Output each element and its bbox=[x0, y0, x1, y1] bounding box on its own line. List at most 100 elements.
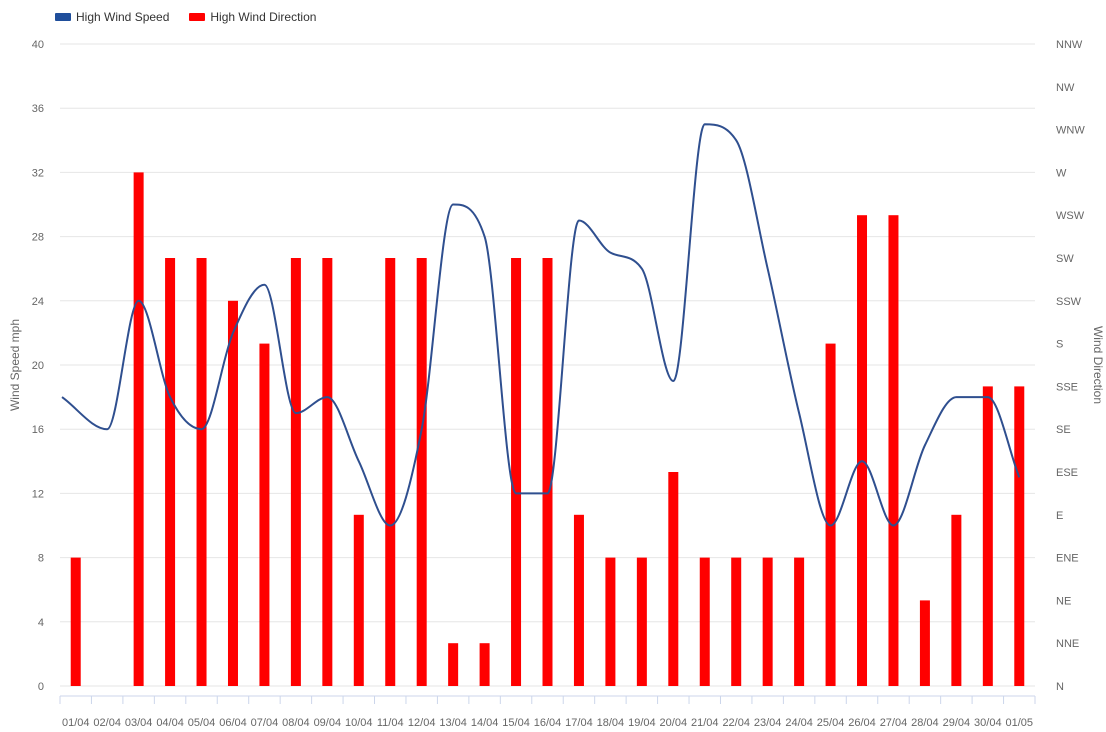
chart-legend: High Wind Speed High Wind Direction bbox=[55, 10, 316, 24]
legend-label-wind-direction: High Wind Direction bbox=[210, 10, 317, 24]
x-tick-label: 22/04 bbox=[722, 717, 750, 729]
right-tick-label: SSE bbox=[1056, 381, 1078, 393]
direction-bar bbox=[636, 557, 647, 686]
legend-item-wind-direction[interactable]: High Wind Direction bbox=[189, 10, 316, 24]
direction-bar bbox=[794, 557, 805, 686]
direction-bar bbox=[385, 258, 396, 686]
x-tick-label: 05/04 bbox=[188, 717, 216, 729]
left-tick-label: 40 bbox=[32, 39, 44, 51]
x-tick-label: 06/04 bbox=[219, 717, 247, 729]
right-tick-label: WNW bbox=[1056, 125, 1085, 137]
right-tick-label: ENE bbox=[1056, 553, 1079, 565]
legend-swatch-wind-direction bbox=[189, 13, 206, 21]
x-tick-label: 27/04 bbox=[880, 717, 908, 729]
direction-bar bbox=[542, 258, 553, 686]
left-tick-label: 32 bbox=[32, 167, 44, 179]
x-tick-label: 19/04 bbox=[628, 717, 656, 729]
x-tick-label: 11/04 bbox=[377, 717, 404, 729]
left-tick-label: 28 bbox=[32, 232, 44, 244]
right-tick-label: NW bbox=[1056, 82, 1075, 94]
left-tick-label: 36 bbox=[32, 103, 44, 115]
x-tick-label: 08/04 bbox=[282, 717, 310, 729]
right-tick-label: S bbox=[1056, 339, 1063, 351]
x-tick-label: 20/04 bbox=[660, 717, 688, 729]
speed-line bbox=[61, 123, 1021, 527]
direction-bar bbox=[133, 172, 144, 686]
x-tick-label: 10/04 bbox=[345, 717, 373, 729]
right-tick-label: NNE bbox=[1056, 638, 1079, 650]
x-tick-label: 25/04 bbox=[817, 717, 845, 729]
x-tick-label: 15/04 bbox=[502, 717, 530, 729]
legend-label-wind-speed: High Wind Speed bbox=[76, 10, 170, 24]
right-axis: N NNE NE ENE E ESE SE SSE S SSW SW WSW W WNW NW NNW bbox=[1056, 39, 1085, 693]
direction-bar bbox=[605, 557, 616, 686]
speed-line-path bbox=[61, 123, 1021, 527]
right-tick-label: SSW bbox=[1056, 296, 1082, 308]
right-tick-label: SW bbox=[1056, 253, 1074, 265]
left-tick-label: 0 bbox=[38, 681, 44, 693]
direction-bar bbox=[951, 514, 962, 686]
right-tick-label: W bbox=[1056, 167, 1067, 179]
direction-bar bbox=[259, 343, 270, 686]
x-axis: 01/04 02/04 03/04 04/04 05/04 06/04 07/04 08/04… bbox=[59, 695, 1036, 729]
x-tick-label: 23/04 bbox=[754, 717, 782, 729]
direction-bars bbox=[70, 172, 1025, 686]
direction-bar bbox=[825, 343, 836, 686]
left-tick-label: 8 bbox=[38, 553, 44, 565]
direction-bar bbox=[227, 300, 238, 686]
direction-bar bbox=[857, 215, 868, 686]
left-tick-label: 16 bbox=[32, 424, 44, 436]
direction-bar bbox=[70, 557, 81, 686]
right-tick-label: E bbox=[1056, 510, 1063, 522]
x-tick-label: 14/04 bbox=[471, 717, 499, 729]
right-tick-label: ESE bbox=[1056, 467, 1078, 479]
right-tick-label: N bbox=[1056, 681, 1064, 693]
direction-bar bbox=[322, 258, 333, 686]
direction-bar bbox=[668, 472, 679, 686]
x-tick-label: 21/04 bbox=[691, 717, 719, 729]
x-tick-label: 30/04 bbox=[974, 717, 1002, 729]
direction-bar bbox=[919, 600, 930, 686]
direction-bar bbox=[573, 514, 584, 686]
legend-swatch-wind-speed bbox=[55, 13, 71, 21]
direction-bar bbox=[290, 258, 301, 686]
left-axis-title: Wind Speed mph bbox=[8, 319, 22, 411]
x-tick-label: 28/04 bbox=[911, 717, 939, 729]
left-tick-label: 20 bbox=[32, 360, 44, 372]
left-tick-label: 24 bbox=[32, 296, 44, 308]
left-tick-label: 12 bbox=[32, 488, 44, 500]
direction-bar bbox=[165, 258, 176, 686]
direction-bar bbox=[353, 514, 364, 686]
x-tick-label: 01/05 bbox=[1006, 717, 1034, 729]
x-tick-label: 12/04 bbox=[408, 717, 436, 729]
x-tick-label: 18/04 bbox=[597, 717, 625, 729]
direction-bar bbox=[699, 557, 710, 686]
x-tick-label: 13/04 bbox=[439, 717, 467, 729]
right-tick-label: NNW bbox=[1056, 39, 1083, 51]
x-tick-label: 09/04 bbox=[314, 717, 342, 729]
x-tick-label: 24/04 bbox=[785, 717, 813, 729]
x-tick-label: 17/04 bbox=[565, 717, 593, 729]
direction-bar bbox=[888, 215, 899, 686]
direction-bar bbox=[196, 258, 207, 686]
legend-item-wind-speed[interactable]: High Wind Speed bbox=[55, 10, 169, 24]
direction-bar bbox=[731, 557, 742, 686]
x-tick-label: 02/04 bbox=[93, 717, 121, 729]
x-tick-label: 03/04 bbox=[125, 717, 153, 729]
direction-bar bbox=[416, 258, 427, 686]
x-tick-label: 01/04 bbox=[62, 717, 90, 729]
direction-bar bbox=[511, 258, 522, 686]
direction-bar bbox=[1014, 386, 1025, 686]
left-tick-label: 4 bbox=[38, 617, 44, 629]
right-tick-label: NE bbox=[1056, 595, 1071, 607]
direction-bar bbox=[982, 386, 993, 686]
left-axis: 0 4 8 12 16 20 24 28 32 36 40 bbox=[32, 39, 44, 693]
x-tick-label: 29/04 bbox=[943, 717, 971, 729]
direction-bar bbox=[479, 643, 490, 686]
x-tick-label: 16/04 bbox=[534, 717, 562, 729]
right-tick-label: WSW bbox=[1056, 210, 1085, 222]
x-tick-label: 26/04 bbox=[848, 717, 876, 729]
direction-bar bbox=[762, 557, 773, 686]
right-tick-label: SE bbox=[1056, 424, 1071, 436]
